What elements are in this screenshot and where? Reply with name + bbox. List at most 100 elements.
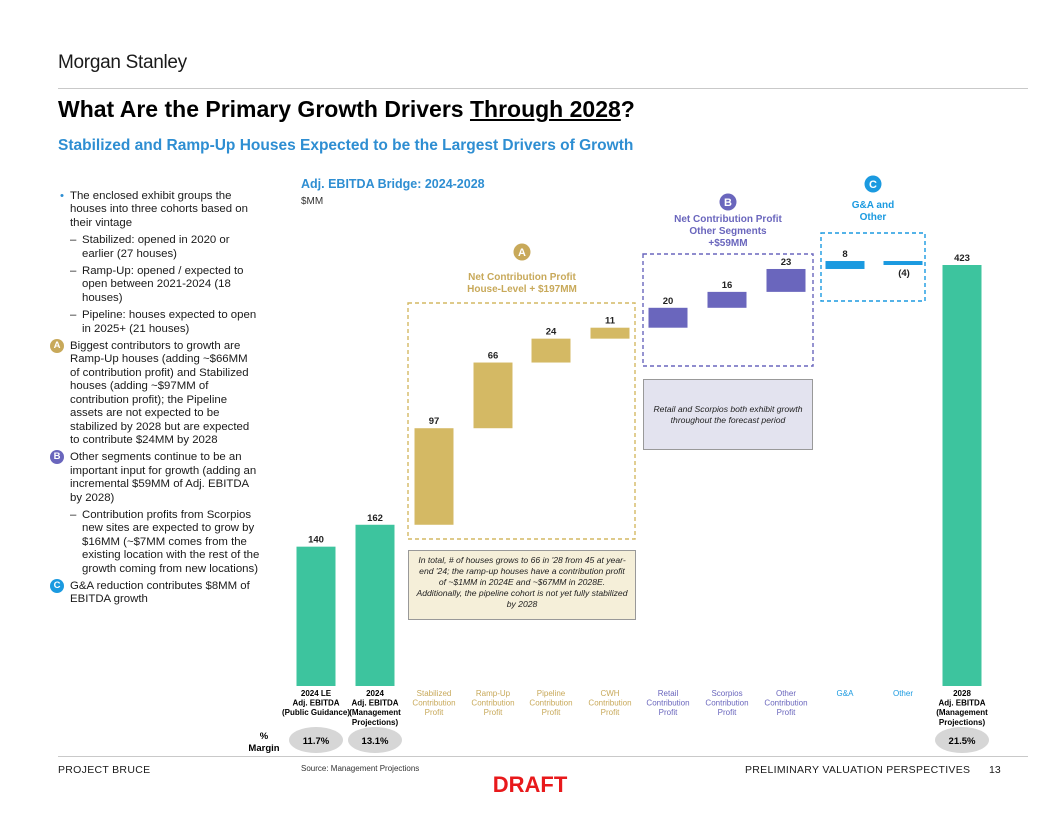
value-label-2: 97 — [429, 416, 440, 427]
annotation-b-line-0: Net Contribution Profit — [674, 214, 782, 225]
category-label-11-3: Projections) — [939, 718, 986, 727]
category-label-2-2: Profit — [425, 708, 444, 717]
category-label-0-2: (Public Guidance) — [282, 708, 350, 717]
value-label-11: 423 — [954, 253, 970, 264]
category-label-8-1: Contribution — [764, 699, 807, 708]
value-label-7: 16 — [722, 280, 733, 291]
page-title-main: What Are the Primary Growth Drivers — [58, 96, 470, 122]
bar-3 — [473, 362, 513, 429]
chart-unit: $MM — [301, 196, 324, 207]
bullet-intro: • The enclosed exhibit groups the houses … — [60, 190, 248, 229]
category-label-1-2: (Management — [349, 708, 401, 717]
annotation-a-icon — [513, 243, 531, 261]
category-label-10-0: Other — [893, 689, 913, 698]
bar-6 — [648, 307, 688, 328]
sub-bullet-scorpios: – Contribution profits from Scorpios new … — [70, 508, 260, 575]
category-label-3-0: Ramp-Up — [476, 689, 511, 698]
group-box-b — [642, 253, 814, 367]
commentary-bullets: • The enclosed exhibit groups the houses … — [50, 190, 260, 611]
group-box-c — [820, 232, 926, 302]
value-label-3: 66 — [488, 351, 499, 362]
annotation-b-line-2: +$59MM — [708, 238, 747, 249]
category-label-7-2: Profit — [718, 708, 737, 717]
value-label-4: 24 — [546, 327, 557, 338]
bullet-a: A Biggest contributors to growth are Ramp… — [50, 339, 260, 447]
category-label-2-1: Contribution — [412, 699, 455, 708]
bar-1 — [355, 524, 395, 686]
margin-value-1: 13.1% — [362, 736, 389, 747]
value-label-6: 20 — [663, 296, 674, 307]
category-label-4-0: Pipeline — [537, 689, 566, 698]
category-label-0-0: 2024 LE — [301, 689, 332, 698]
value-label-10: (4) — [898, 268, 910, 279]
category-label-7-0: Scorpios — [711, 689, 742, 698]
category-label-8-0: Other — [776, 689, 796, 698]
annotation-a-letter: A — [518, 247, 526, 259]
margin-pill-11 — [935, 727, 989, 753]
sub-bullet-stabilized: – Stabilized: opened in 2020 or earlier (… — [70, 234, 230, 260]
footer-project: PROJECT BRUCE — [58, 764, 151, 776]
category-label-5-2: Profit — [601, 708, 620, 717]
margin-value-11: 21.5% — [949, 736, 976, 747]
category-label-4-2: Profit — [542, 708, 561, 717]
annotation-c-line-1: Other — [860, 212, 887, 223]
footer-divider — [58, 756, 1028, 757]
page-subtitle: Stabilized and Ramp-Up Houses Expected t… — [58, 137, 634, 154]
category-label-6-2: Profit — [659, 708, 678, 717]
footer-section: PRELIMINARY VALUATION PERSPECTIVES — [745, 764, 971, 776]
bullet-c: C G&A reduction contributes $8MM of EBITD… — [50, 578, 260, 607]
sub-bullet-ramp-up: – Ramp-Up: opened / expected to open betw… — [70, 265, 244, 304]
category-label-7-1: Contribution — [705, 699, 748, 708]
bar-0 — [296, 546, 336, 686]
category-label-5-1: Contribution — [588, 699, 631, 708]
bullet-dot-icon: • — [60, 190, 64, 202]
note-houses-growth: In total, # of houses grows to 66 in '28… — [408, 550, 636, 620]
bar-10 — [883, 261, 923, 265]
footer-source: Source: Management Projections — [301, 764, 420, 773]
margin-value-0: 11.7% — [303, 736, 330, 747]
category-label-11-2: (Management — [936, 708, 988, 717]
value-label-0: 140 — [308, 535, 324, 546]
margin-label-0: % — [260, 731, 269, 742]
margin-pill-1 — [348, 727, 402, 753]
category-label-1-3: Projections) — [352, 718, 399, 727]
badge-c-icon: C — [50, 578, 64, 593]
bullet-b: B Other segments continue to be an import… — [50, 450, 260, 505]
badge-b-icon: B — [50, 450, 64, 465]
footer-page-number: 13 — [989, 764, 1001, 776]
note-retail-scorpios: Retail and Scorpios both exhibit growth … — [643, 379, 813, 450]
annotation-b-line-1: Other Segments — [689, 226, 767, 237]
category-label-0-1: Adj. EBITDA — [292, 699, 339, 708]
category-label-3-1: Contribution — [471, 699, 514, 708]
page-title: What Are the Primary Growth Drivers Thro… — [58, 96, 635, 123]
category-label-9-0: G&A — [837, 689, 855, 698]
annotation-a-line-0: Net Contribution Profit — [468, 272, 576, 283]
annotation-b-letter: B — [724, 197, 732, 209]
value-label-1: 162 — [367, 513, 383, 524]
margin-label-1: Margin — [248, 743, 279, 754]
category-label-6-0: Retail — [658, 689, 679, 698]
category-label-5-0: CWH — [600, 689, 619, 698]
category-label-2-0: Stabilized — [417, 689, 452, 698]
category-label-6-1: Contribution — [646, 699, 689, 708]
category-label-11-1: Adj. EBITDA — [938, 699, 985, 708]
margin-pill-0 — [289, 727, 343, 753]
morgan-stanley-logo: Morgan Stanley — [58, 52, 187, 73]
badge-a-icon: A — [50, 339, 64, 354]
annotation-c-icon — [864, 175, 882, 193]
group-box-a — [407, 302, 636, 540]
sub-bullet-pipeline: – Pipeline: houses expected to open in 20… — [70, 309, 257, 335]
bar-8 — [766, 268, 806, 292]
value-label-9: 8 — [842, 249, 847, 260]
header-divider — [58, 88, 1028, 89]
draft-stamp: DRAFT — [492, 772, 568, 797]
page-title-underlined: Through 2028 — [469, 96, 621, 122]
chart-title: Adj. EBITDA Bridge: 2024-2028 — [301, 177, 485, 191]
page-title-end: ? — [620, 96, 635, 122]
category-label-1-1: Adj. EBITDA — [351, 699, 398, 708]
category-label-4-1: Contribution — [529, 699, 572, 708]
bar-9 — [825, 261, 865, 269]
bar-5 — [590, 327, 630, 339]
bar-11 — [942, 265, 982, 686]
